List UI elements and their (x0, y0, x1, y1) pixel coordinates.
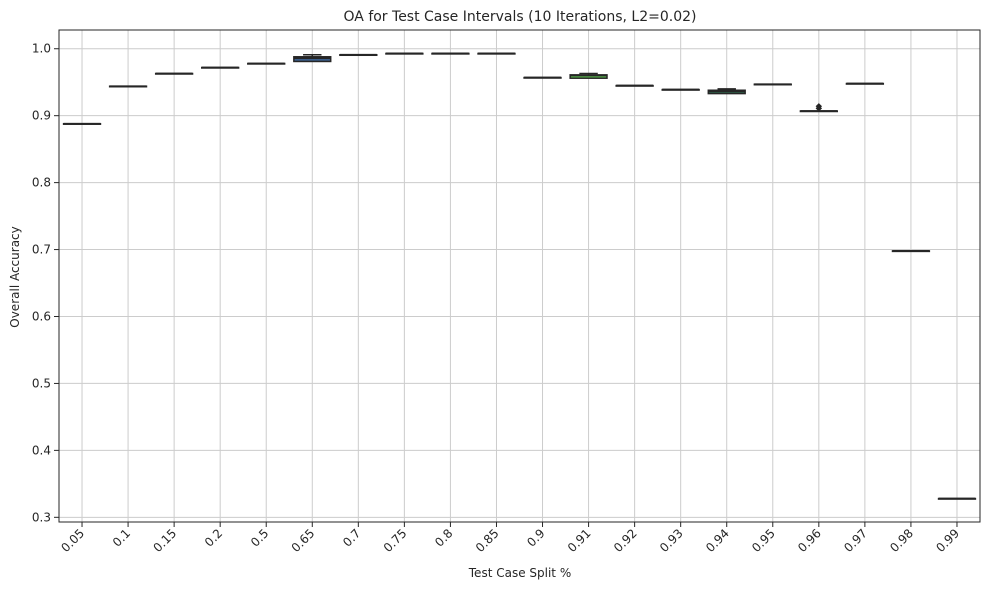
y-tick-label: 0.3 (32, 510, 51, 524)
x-tick-label: 0.98 (887, 526, 916, 555)
x-tick-label: 0.15 (150, 526, 179, 555)
x-tick-label: 0.93 (657, 526, 686, 555)
x-tick-label: 0.92 (611, 526, 640, 555)
y-tick-label: 0.4 (32, 443, 51, 457)
x-tick-label: 0.7 (340, 526, 363, 549)
box-0.85 (477, 52, 516, 55)
y-axis-title: Overall Accuracy (8, 226, 22, 327)
x-tick-label: 0.9 (524, 526, 547, 549)
x-tick-label: 0.95 (749, 526, 778, 555)
box-0.96 (799, 103, 838, 113)
box-body (293, 56, 332, 63)
outlier-point (815, 105, 823, 112)
x-tick-label: 0.97 (841, 526, 870, 555)
x-tick-label: 0.85 (473, 526, 502, 555)
x-tick-label: 0.99 (933, 526, 962, 555)
x-tick-label: 0.75 (381, 526, 410, 555)
x-axis-title: Test Case Split % (468, 566, 571, 580)
x-axis-ticks: 0.05 0.1 0.15 0.2 0.5 0.65 0.7 0.75 0.8 0.85 0.9 0.… (58, 522, 962, 555)
y-tick-label: 0.6 (32, 309, 51, 323)
grid-lines (59, 30, 980, 522)
box-0.99 (937, 497, 977, 500)
box-0.7 (339, 53, 378, 57)
x-tick-label: 0.8 (432, 526, 455, 549)
box-0.93 (661, 88, 700, 91)
box-0.65 (293, 54, 332, 63)
box-0.98 (891, 249, 931, 253)
box-0.9 (523, 76, 562, 79)
y-tick-label: 0.8 (32, 176, 51, 190)
x-tick-label: 0.91 (565, 526, 594, 555)
box-0.97 (845, 82, 885, 85)
box-0.5 (247, 62, 286, 65)
box-0.8 (431, 52, 470, 55)
plot-frame (58, 29, 981, 523)
box-0.15 (154, 72, 194, 75)
y-axis-ticks: 0.3 0.4 0.5 0.6 0.7 0.8 0.9 1.0 (32, 42, 59, 524)
boxes (62, 52, 977, 500)
x-tick-label: 0.05 (58, 526, 87, 555)
box-0.05 (62, 122, 102, 125)
box-0.92 (615, 84, 654, 87)
box-0.2 (201, 66, 240, 69)
box-0.1 (108, 85, 148, 88)
x-tick-label: 0.1 (110, 526, 133, 549)
y-tick-label: 0.7 (32, 243, 51, 257)
box-0.91 (569, 72, 608, 79)
x-tick-label: 0.96 (795, 526, 824, 555)
box-0.94 (707, 88, 746, 95)
y-tick-label: 0.5 (32, 376, 51, 390)
box-0.75 (385, 52, 424, 55)
chart-title: OA for Test Case Intervals (10 Iteration… (344, 9, 697, 25)
x-tick-label: 0.94 (703, 526, 732, 555)
y-tick-label: 1.0 (32, 42, 51, 56)
y-tick-label: 0.9 (32, 109, 51, 123)
box-0.95 (753, 83, 792, 86)
x-tick-label: 0.5 (248, 526, 271, 549)
x-tick-label: 0.2 (202, 526, 225, 549)
x-tick-label: 0.65 (289, 526, 318, 555)
